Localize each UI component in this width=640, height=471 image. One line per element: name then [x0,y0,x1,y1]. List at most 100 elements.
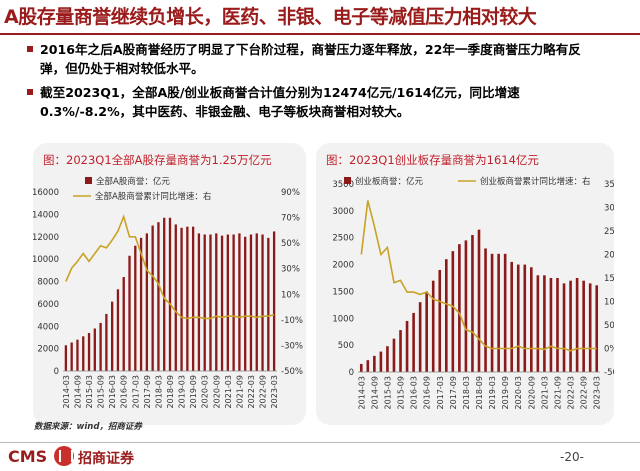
y-tick-label-left: 3500 [332,180,354,190]
chart-bar [536,275,540,372]
chart-bar [105,313,108,371]
chart-bar [556,278,559,372]
chart-bar [399,330,402,372]
y-tick-label-left: 4000 [37,322,59,332]
x-tick-label: 2021-03 [224,375,233,408]
y-tick-label-right: 100% [604,298,614,308]
company-logo: CMS [8,447,48,466]
chart-bar [128,255,131,371]
chart-panel-chinext: 图：2023Q1创业板存量商誉为1614亿元 0 500 1000 1500 2000 2… [316,143,628,425]
x-tick-label: 2020-03 [514,376,523,409]
legend-swatch-bar [344,177,351,184]
chart-svg: 0 2000 4000 6000 8000 10000 12000 14000 16000 -50… [32,176,303,408]
chart-bar [139,237,143,371]
y-tick-label-right: 250% [604,227,614,237]
chart-bar [180,227,183,371]
y-tick-label-right: 70% [281,214,300,224]
chart-bar [569,280,572,372]
chart-bar [99,322,102,371]
chart-bar [503,253,507,372]
y-tick-label-right: 0% [604,345,614,355]
x-tick-label: 2014-09 [370,376,379,409]
chart-bar [186,226,189,371]
x-tick-label: 2018-03 [154,375,163,408]
x-tick-label: 2023-03 [593,376,602,409]
y-tick-label-right: 90% [281,188,300,198]
chart-bar [451,251,455,372]
chart-panel-all-a: 图：2023Q1全部A股存量商誉为1.25万亿元 0 2000 4000 6000 80… [32,143,306,425]
x-tick-label: 2022-09 [580,376,589,409]
chart-svg: 0 500 1000 1500 2000 2500 3000 3500 -50% 0% 50% 100… [332,176,628,409]
chart-bar [490,253,494,372]
chart-bar [64,345,68,371]
y-tick-label-left: 10000 [33,255,59,265]
x-tick-label: 2020-09 [527,376,536,409]
y-tick-label-left: 0 [349,368,354,378]
chart-bar [249,234,253,371]
chart-bar [471,235,474,372]
chart-bar [588,283,592,372]
chart-bar [87,332,91,371]
chart-bar [134,245,137,371]
chart-bar [116,289,120,371]
chart-bar [510,261,514,372]
y-tick-label-right: 50% [281,239,300,249]
x-tick-label: 2022-03 [247,375,256,408]
legend-label: 全部A股商誉累计同比增速：右 [95,191,211,202]
bullet-item: 2016年之后A股商誉经历了明显了下台阶过程，商誉压力逐年释放，22年一季度商誉… [27,40,600,78]
x-tick-label: 2023-03 [270,375,279,408]
x-tick-label: 2018-09 [166,375,175,408]
y-tick-label-right: 150% [604,274,614,284]
chart-bar [272,231,276,371]
x-tick-label: 2016-03 [108,375,117,408]
x-tick-label: 2016-09 [120,375,129,408]
y-tick-label-left: 2000 [332,261,354,271]
y-tick-label-left: 1000 [332,314,354,324]
chart-bar [523,264,527,372]
chart-bar [93,328,96,371]
page-number: -20- [560,450,584,464]
chart-bar [220,235,224,371]
chart-line [360,200,597,352]
chart-bar [122,277,125,371]
y-tick-label-left: 500 [338,341,354,351]
x-tick-label: 2021-09 [235,375,244,408]
chart-bar [464,240,468,372]
x-tick-label: 2022-03 [567,376,576,409]
bullet-list: 2016年之后A股商誉经历了明显了下台阶过程，商誉压力逐年释放，22年一季度商誉… [27,40,600,126]
y-tick-label-left: 0 [54,367,59,377]
chart-bar [444,259,448,372]
footer-divider [0,442,640,443]
x-tick-label: 2021-09 [553,376,562,409]
x-tick-label: 2021-03 [540,376,549,409]
x-tick-label: 2016-09 [423,376,432,409]
chart-bar [562,283,566,372]
chart-bar [412,312,415,372]
x-tick-label: 2020-09 [212,375,221,408]
chart-bar [145,233,149,371]
x-tick-label: 2014-03 [357,376,366,409]
chart-bar [418,302,422,372]
chart-bar [530,267,533,372]
chart-bar [70,342,73,371]
x-tick-label: 2015-03 [85,375,94,408]
chart-bar [543,275,546,372]
chart-bar [477,229,481,372]
bullet-marker [27,89,33,95]
chart-bar [575,278,579,372]
chart-title: 图：2023Q1全部A股存量商誉为1.25万亿元 [43,153,272,167]
y-tick-label-left: 1500 [332,287,354,297]
chart-bar [215,233,218,371]
x-tick-label: 2019-09 [501,376,510,409]
chart-bar [203,234,206,371]
x-tick-label: 2017-09 [449,376,458,409]
y-tick-label-left: 6000 [37,300,59,310]
chart-bar [168,217,172,371]
legend-label: 创业板商誉：亿元 [355,176,424,187]
y-tick-label-left: 12000 [33,233,59,243]
chart-line [65,214,275,320]
y-tick-label-left: 2500 [332,234,354,244]
y-tick-label-left: 16000 [33,188,59,198]
y-tick-label-right: 200% [604,251,614,261]
chart-bar [174,224,177,371]
